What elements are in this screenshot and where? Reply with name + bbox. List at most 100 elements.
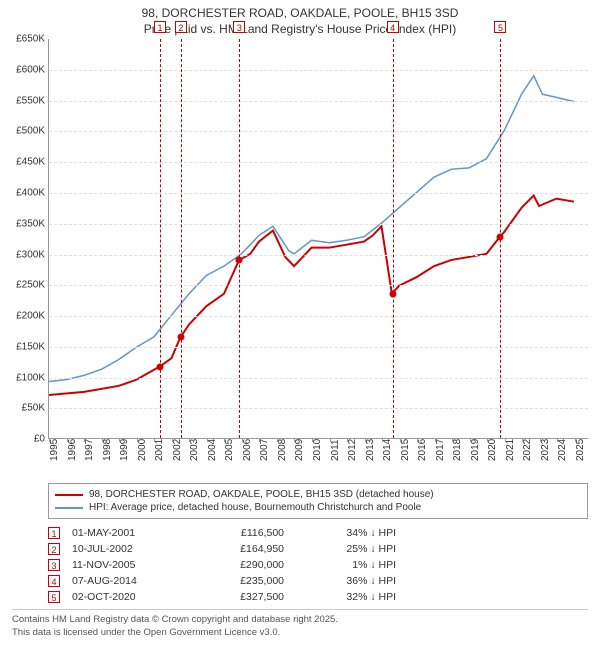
y-tick-label: £200K (1, 311, 45, 322)
row-index-box: 1 (48, 527, 60, 539)
row-diff: 32% ↓ HPI (296, 591, 396, 603)
x-tick-label: 2003 (189, 439, 200, 461)
sale-point (389, 290, 396, 297)
gridline (49, 347, 588, 348)
series-price_paid (49, 196, 574, 396)
gridline (49, 70, 588, 71)
row-price: £235,000 (194, 575, 284, 587)
x-tick-label: 1999 (119, 439, 130, 461)
sale-marker-box: 4 (387, 21, 399, 33)
gridline (49, 101, 588, 102)
x-tick-label: 1998 (102, 439, 113, 461)
x-tick-label: 2020 (487, 439, 498, 461)
x-tick-label: 2019 (470, 439, 481, 461)
row-price: £116,500 (194, 527, 284, 539)
sale-point (236, 256, 243, 263)
y-tick-label: £0 (1, 434, 45, 445)
y-tick-label: £150K (1, 341, 45, 352)
x-tick-label: 2015 (400, 439, 411, 461)
gridline (49, 285, 588, 286)
gridline (49, 316, 588, 317)
sale-vline (160, 39, 161, 438)
row-index-box: 5 (48, 591, 60, 603)
row-index-box: 2 (48, 543, 60, 555)
row-index-box: 4 (48, 575, 60, 587)
gridline (49, 131, 588, 132)
y-tick-label: £250K (1, 280, 45, 291)
footer-line-1: Contains HM Land Registry data © Crown c… (12, 614, 588, 626)
x-tick-label: 2007 (259, 439, 270, 461)
x-tick-label: 2012 (347, 439, 358, 461)
sale-vline (393, 39, 394, 438)
gridline (49, 162, 588, 163)
gridline (49, 193, 588, 194)
row-date: 02-OCT-2020 (72, 591, 182, 603)
y-tick-label: £600K (1, 64, 45, 75)
sales-table: 1 01-MAY-2001 £116,500 34% ↓ HPI 2 10-JUL-200… (48, 525, 588, 605)
table-row: 3 11-NOV-2005 £290,000 1% ↓ HPI (48, 557, 588, 573)
x-tick-label: 2025 (575, 439, 586, 461)
x-tick-label: 2022 (522, 439, 533, 461)
y-tick-label: £400K (1, 188, 45, 199)
x-tick-label: 2014 (382, 439, 393, 461)
x-tick-label: 2010 (312, 439, 323, 461)
y-tick-label: £300K (1, 249, 45, 260)
x-tick-label: 2016 (417, 439, 428, 461)
legend-item-price-paid: 98, DORCHESTER ROAD, OAKDALE, POOLE, BH1… (55, 488, 581, 501)
x-tick-label: 1997 (84, 439, 95, 461)
gridline (49, 408, 588, 409)
x-tick-label: 2024 (557, 439, 568, 461)
sale-marker-box: 1 (154, 21, 166, 33)
x-tick-label: 2008 (277, 439, 288, 461)
title-line-2: Price paid vs. HM Land Registry's House … (0, 22, 600, 38)
x-tick-label: 2002 (172, 439, 183, 461)
row-index-box: 3 (48, 559, 60, 571)
y-tick-label: £550K (1, 95, 45, 106)
x-tick-label: 2001 (154, 439, 165, 461)
table-row: 210-JUL-2002£164,95025% ↓ HPI (48, 541, 588, 557)
row-date: 01-MAY-2001 (72, 527, 182, 539)
gridline (49, 378, 588, 379)
y-tick-label: £50K (1, 403, 45, 414)
footer: Contains HM Land Registry data © Crown c… (12, 609, 588, 639)
table-row: 4 07-AUG-2014 £235,000 36% ↓ HPI (48, 573, 588, 589)
table-row: 1 01-MAY-2001 £116,500 34% ↓ HPI (48, 525, 588, 541)
row-price: £290,000 (194, 559, 284, 571)
row-diff: 25% ↓ HPI (296, 543, 396, 555)
x-tick-label: 2004 (207, 439, 218, 461)
row-diff: 1% ↓ HPI (296, 559, 396, 571)
sale-vline (239, 39, 240, 438)
y-tick-label: £650K (1, 34, 45, 45)
x-tick-label: 2018 (452, 439, 463, 461)
row-diff: 36% ↓ HPI (296, 575, 396, 587)
chart-title: 98, DORCHESTER ROAD, OAKDALE, POOLE, BH1… (0, 0, 600, 39)
gridline (49, 255, 588, 256)
sale-marker-box: 2 (175, 21, 187, 33)
y-tick-label: £450K (1, 157, 45, 168)
x-tick-label: 2011 (330, 440, 341, 462)
sale-vline (181, 39, 182, 438)
row-diff: 34% ↓ HPI (296, 527, 396, 539)
x-tick-label: 2017 (435, 439, 446, 461)
x-tick-label: 2005 (224, 439, 235, 461)
x-tick-label: 1996 (67, 439, 78, 461)
series-hpi (49, 76, 574, 382)
legend-label: HPI: Average price, detached house, Bour… (89, 502, 421, 513)
table-row: 502-OCT-2020£327,50032% ↓ HPI (48, 589, 588, 605)
y-tick-label: £350K (1, 218, 45, 229)
sale-marker-box: 5 (494, 21, 506, 33)
legend-swatch (55, 494, 83, 496)
legend-label: 98, DORCHESTER ROAD, OAKDALE, POOLE, BH1… (89, 489, 434, 500)
x-tick-label: 2023 (540, 439, 551, 461)
legend: 98, DORCHESTER ROAD, OAKDALE, POOLE, BH1… (48, 483, 588, 519)
gridline (49, 224, 588, 225)
x-tick-label: 1995 (49, 439, 60, 461)
row-date: 11-NOV-2005 (72, 559, 182, 571)
title-line-1: 98, DORCHESTER ROAD, OAKDALE, POOLE, BH1… (0, 6, 600, 22)
chart-container: 98, DORCHESTER ROAD, OAKDALE, POOLE, BH1… (0, 0, 600, 650)
x-tick-label: 2009 (294, 439, 305, 461)
row-date: 07-AUG-2014 (72, 575, 182, 587)
row-date: 10-JUL-2002 (72, 543, 182, 555)
sale-point (497, 233, 504, 240)
y-tick-label: £500K (1, 126, 45, 137)
